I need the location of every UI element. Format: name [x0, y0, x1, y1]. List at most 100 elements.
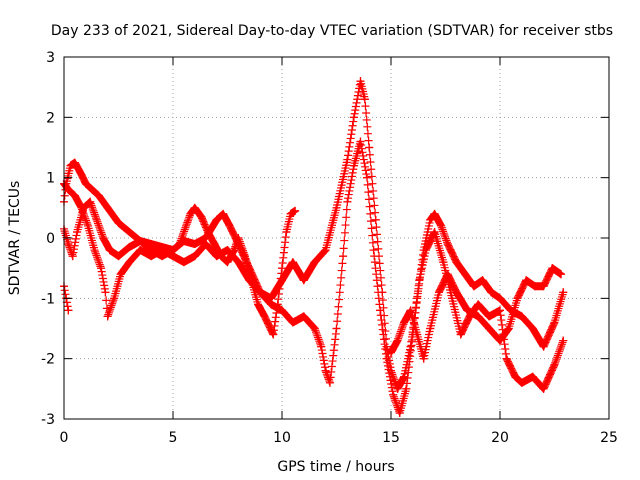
data-point [234, 258, 243, 267]
data-point [369, 246, 378, 255]
data-point [210, 240, 219, 249]
data-point [502, 354, 511, 363]
data-point [291, 206, 300, 215]
data-point [478, 276, 487, 285]
data-point [99, 234, 108, 242]
data-point [190, 240, 199, 249]
data-point [190, 203, 199, 212]
data-point [83, 221, 92, 230]
data-point [212, 215, 221, 224]
data-point [105, 246, 114, 255]
data-point [539, 282, 548, 291]
y-tick-label: 1 [46, 171, 55, 187]
data-point [321, 366, 330, 375]
grid [64, 57, 609, 419]
data-point [223, 258, 232, 267]
data-point [559, 288, 568, 297]
data-point [278, 264, 286, 273]
y-axis-label: SDTVAR / TECUs [7, 181, 23, 296]
data-point [395, 408, 404, 417]
data-point [317, 342, 326, 351]
data-point [443, 270, 452, 279]
data-point [559, 336, 568, 345]
data-point [219, 209, 228, 218]
data-point [234, 240, 243, 249]
x-tick-label: 5 [169, 430, 178, 446]
data-point [77, 170, 86, 179]
data-point [426, 215, 435, 224]
data-point [485, 312, 494, 321]
data-point [469, 282, 478, 291]
data-point [550, 318, 559, 327]
data-point [382, 354, 391, 363]
data-point [282, 227, 291, 236]
data-point [116, 270, 125, 279]
data-point [393, 384, 402, 393]
data-point [400, 372, 409, 381]
data-point [452, 258, 461, 267]
data-point [356, 137, 365, 146]
data-point [474, 300, 483, 309]
data-point [70, 158, 79, 167]
data-point [212, 252, 221, 261]
data-point [426, 324, 435, 333]
series-markers [60, 137, 568, 417]
data-point [101, 288, 110, 297]
data-point [452, 288, 461, 297]
data-point [278, 306, 286, 315]
data-point [179, 237, 188, 246]
data-point [456, 330, 465, 339]
data-point [557, 270, 566, 279]
data-point [158, 246, 167, 255]
x-axis-label: GPS time / hours [277, 459, 394, 475]
data-point [448, 294, 457, 303]
data-point [254, 300, 263, 309]
data-point [539, 342, 548, 351]
data-point [517, 312, 526, 321]
data-point [430, 209, 439, 218]
data-point [496, 306, 504, 315]
chart-title: Day 233 of 2021, Sidereal Day-to-day VTE… [51, 23, 613, 39]
data-point [496, 336, 504, 345]
data-point [325, 378, 334, 387]
data-point [245, 276, 254, 285]
data-point [182, 221, 191, 230]
data-point [376, 306, 385, 315]
y-tick-label: -1 [41, 291, 55, 307]
data-point [86, 197, 95, 206]
data-point [103, 203, 112, 212]
data-point [430, 227, 439, 236]
data-point [530, 282, 539, 291]
data-point [147, 252, 156, 261]
data-point [363, 173, 372, 182]
data-point [504, 324, 513, 333]
data-point [474, 312, 483, 321]
data-point [260, 312, 269, 321]
data-point [522, 276, 531, 285]
axis-ticks: 0 5 10 15 20 25 -3 -2 -1 0 1 2 3 [41, 50, 618, 446]
data-point [92, 215, 101, 224]
data-point [169, 252, 177, 261]
data-point [73, 227, 82, 236]
data-point [125, 258, 134, 267]
data-point [278, 276, 286, 285]
data-point [299, 312, 308, 321]
data-point [528, 324, 537, 333]
data-point [136, 246, 145, 255]
data-point [419, 354, 428, 363]
data-point [517, 378, 526, 387]
data-point [114, 218, 123, 227]
data-point [349, 113, 358, 122]
data-point [332, 203, 341, 212]
data-point [288, 318, 297, 327]
data-point [321, 246, 330, 255]
x-tick-label: 15 [382, 430, 400, 446]
data-point [349, 161, 358, 170]
data-point [64, 306, 73, 315]
data-point [64, 185, 73, 194]
data-point [256, 288, 265, 297]
x-tick-label: 10 [273, 430, 291, 446]
data-point [269, 330, 278, 339]
data-point [114, 252, 123, 261]
